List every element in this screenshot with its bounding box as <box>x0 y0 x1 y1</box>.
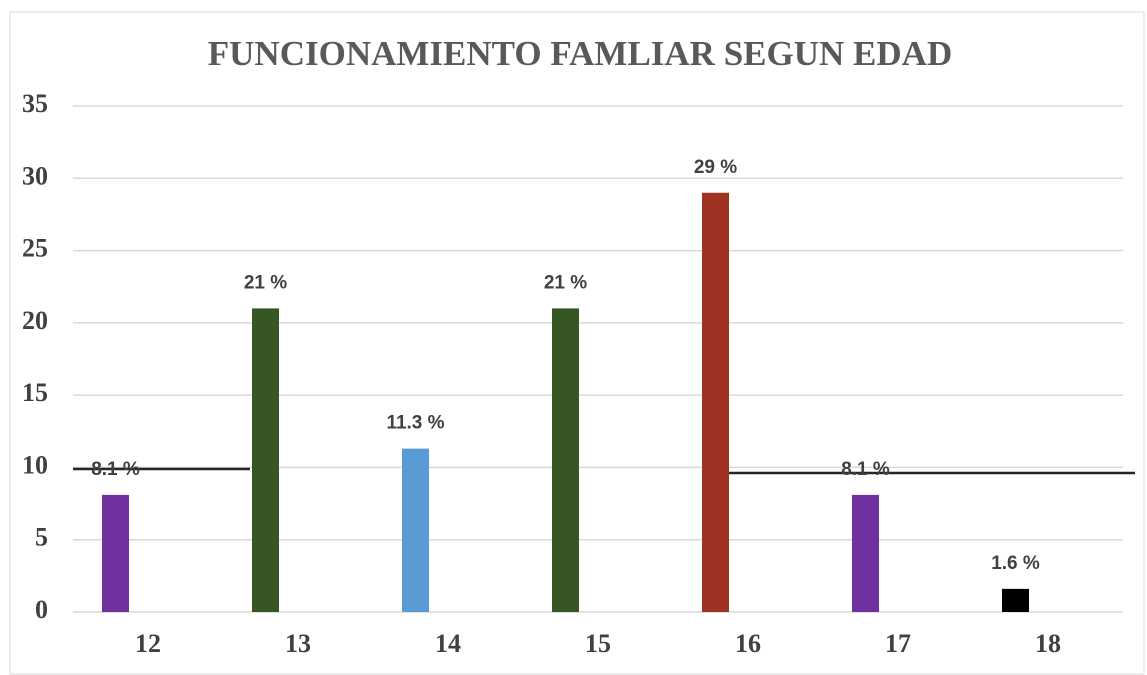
y-tick-label: 0 <box>35 595 48 624</box>
x-tick-label: 12 <box>135 629 161 658</box>
bar <box>702 192 729 612</box>
value-label: 21 % <box>544 272 587 293</box>
value-label: 8.1 % <box>91 459 140 480</box>
y-tick-label: 5 <box>35 523 48 552</box>
y-tick-label: 15 <box>22 378 48 407</box>
bar <box>402 448 429 612</box>
value-label: 11.3 % <box>386 413 444 434</box>
value-label: 8.1 % <box>841 459 890 480</box>
bar <box>852 494 879 612</box>
value-label: 21 % <box>244 272 287 293</box>
chart-title: FUNCIONAMIENTO FAMLIAR SEGUN EDAD <box>208 34 952 73</box>
bar <box>102 494 129 612</box>
y-tick-label: 25 <box>22 234 48 263</box>
value-label: 29 % <box>694 157 737 178</box>
x-tick-label: 17 <box>885 629 911 658</box>
bar <box>1002 588 1029 612</box>
x-tick-label: 16 <box>735 629 761 658</box>
x-tick-label: 14 <box>435 629 461 658</box>
value-label: 1.6 % <box>991 553 1040 574</box>
y-tick-label: 10 <box>22 450 48 479</box>
x-tick-label: 13 <box>285 629 311 658</box>
x-tick-label: 18 <box>1035 629 1061 658</box>
bar <box>252 308 279 612</box>
y-tick-label: 30 <box>22 161 48 190</box>
y-tick-label: 20 <box>22 306 48 335</box>
bar <box>552 308 579 612</box>
y-tick-label: 35 <box>22 89 48 118</box>
x-tick-label: 15 <box>585 629 611 658</box>
